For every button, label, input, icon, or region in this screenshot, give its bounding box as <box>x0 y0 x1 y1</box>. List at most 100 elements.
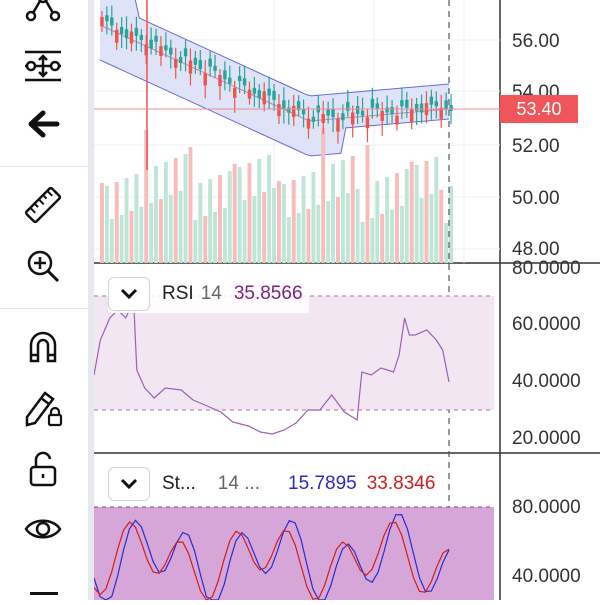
indicator-settings-icon[interactable] <box>18 44 68 88</box>
volume-bar <box>306 209 311 263</box>
candle-body <box>365 117 370 129</box>
candle-body <box>252 87 257 94</box>
volume-bar <box>272 188 277 263</box>
volume-bar <box>311 172 316 263</box>
candle-body <box>336 118 340 132</box>
candle-body <box>321 113 325 123</box>
volume-bar <box>316 205 321 263</box>
current-price-tag: 53.40 <box>500 95 578 123</box>
volume-bar <box>365 145 370 263</box>
unlock-icon[interactable] <box>18 447 68 491</box>
candle-body <box>183 48 188 57</box>
volume-bar <box>390 210 395 263</box>
eye-icon[interactable] <box>18 507 68 551</box>
candle-body <box>169 47 173 55</box>
volume-bar <box>139 207 144 263</box>
volume-bar <box>262 192 267 263</box>
volume-bar <box>331 164 336 263</box>
candle-body <box>262 91 266 105</box>
candle-body <box>326 109 330 116</box>
candle-body <box>409 109 414 123</box>
candle-body <box>164 45 168 51</box>
volume-bar <box>227 171 232 263</box>
volume-bar <box>124 178 129 263</box>
volume-bar <box>159 199 163 263</box>
volume-bar <box>380 214 385 263</box>
candle-body <box>346 101 350 111</box>
candle-body <box>149 39 153 49</box>
volume-bar <box>345 193 350 263</box>
pattern-tool-icon[interactable] <box>18 0 68 28</box>
volume-bar <box>449 186 454 263</box>
volume-bar <box>149 203 154 263</box>
volume-bar <box>404 169 409 263</box>
volume-bar <box>281 184 286 263</box>
lock-drawing-icon[interactable] <box>18 385 68 429</box>
volume-bar <box>109 219 114 263</box>
volume-bar <box>100 183 104 263</box>
candle-body <box>296 101 301 111</box>
back-arrow-icon[interactable] <box>18 102 68 146</box>
stoch-params: 14 ... <box>217 473 261 494</box>
volume-bar <box>198 183 203 263</box>
volume-bar <box>291 180 296 263</box>
candle-body <box>188 60 193 74</box>
candle-body <box>203 73 207 86</box>
magnet-icon[interactable] <box>18 325 68 369</box>
volume-bar <box>360 222 365 263</box>
volume-bar <box>350 156 355 263</box>
chart-canvas[interactable] <box>93 0 600 601</box>
volume-bar <box>414 165 419 263</box>
candle-body <box>444 100 448 110</box>
volume-bar <box>134 174 139 263</box>
volume-bar <box>218 175 222 263</box>
volume-bar <box>419 198 424 263</box>
volume-bar <box>237 167 242 263</box>
candle-body <box>213 65 217 71</box>
volume-bar <box>375 181 380 263</box>
candle-body <box>100 17 104 26</box>
volume-bar <box>286 217 291 263</box>
ruler-icon[interactable] <box>18 183 68 227</box>
chevron-down-icon <box>120 288 138 300</box>
chevron-down-icon <box>120 478 138 490</box>
candle-body <box>198 60 203 70</box>
chart-area[interactable] <box>93 0 600 601</box>
volume-bar <box>395 173 399 263</box>
volume-bar <box>399 206 404 263</box>
volume-bar <box>193 220 198 263</box>
stoch-legend: St... 14 ... 15.7895 33.8346 <box>108 465 441 503</box>
volume-bar <box>355 189 360 263</box>
candle-body <box>429 96 434 105</box>
price-tick-56: 56.00 <box>512 31 560 52</box>
volume-bar <box>267 155 272 263</box>
zoom-in-icon[interactable] <box>18 244 68 288</box>
rsi-tick-20: 20.0000 <box>512 428 581 449</box>
candle-body <box>228 77 232 84</box>
volume-bar <box>434 157 439 263</box>
candle-body <box>223 70 227 80</box>
rsi-collapse-button[interactable] <box>108 277 150 311</box>
candle-body <box>218 75 222 87</box>
price-tick-48: 48.00 <box>512 239 560 260</box>
candle-body <box>405 99 409 108</box>
stoch-tick-80: 80.0000 <box>512 497 581 518</box>
more-tools-hint <box>30 592 58 595</box>
stoch-collapse-button[interactable] <box>108 467 150 501</box>
volume-bar <box>188 147 193 263</box>
volume-bar <box>326 201 331 263</box>
candle-body <box>400 100 404 107</box>
candle-body <box>232 87 237 98</box>
stoch-value-k: 15.7895 <box>288 473 357 494</box>
rsi-name: RSI <box>162 283 194 304</box>
candle-body <box>119 27 124 35</box>
candle-body <box>159 46 163 57</box>
drawing-toolbar <box>0 0 88 600</box>
candle-body <box>110 17 114 26</box>
candle-body <box>139 35 144 41</box>
volume-bar <box>277 181 281 263</box>
candle-body <box>193 57 198 65</box>
volume-bar <box>119 215 124 263</box>
candle-body <box>144 44 148 56</box>
candle-body <box>272 90 276 100</box>
